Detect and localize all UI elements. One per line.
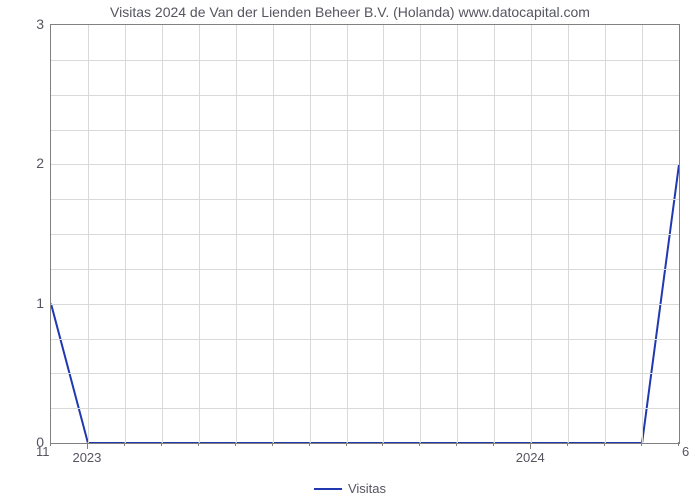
legend-label: Visitas (348, 481, 386, 496)
gridline-horizontal (51, 199, 679, 200)
plot-area (50, 24, 680, 444)
gridline-horizontal (51, 95, 679, 96)
x-tick-mark-minor (382, 442, 383, 446)
chart-container: Visitas 2024 de Van der Lienden Beheer B… (0, 0, 700, 500)
y-tick-label: 2 (24, 155, 44, 171)
x-tick-mark-minor (235, 442, 236, 446)
x-tick-mark-minor (198, 442, 199, 446)
x-tick-mark-minor (124, 442, 125, 446)
x-tick-mark-minor (346, 442, 347, 446)
gridline-horizontal-major (51, 164, 679, 165)
x-tick-mark-minor (161, 442, 162, 446)
x-tick-mark-minor (493, 442, 494, 446)
x-corner-right: 6 (682, 444, 689, 459)
x-tick-mark-minor (50, 442, 51, 446)
legend-swatch-icon (314, 488, 342, 490)
chart-title: Visitas 2024 de Van der Lienden Beheer B… (0, 4, 700, 20)
x-tick-mark-major (530, 442, 531, 449)
x-corner-left: 11 (36, 444, 50, 459)
gridline-horizontal (51, 234, 679, 235)
x-tick-label-major: 2024 (516, 450, 545, 465)
x-tick-mark-minor (419, 442, 420, 446)
x-tick-mark-minor (604, 442, 605, 446)
gridline-horizontal-major (51, 304, 679, 305)
gridline-horizontal (51, 339, 679, 340)
gridline-horizontal (51, 269, 679, 270)
x-tick-mark-minor (567, 442, 568, 446)
gridline-horizontal (51, 373, 679, 374)
x-tick-mark-minor (272, 442, 273, 446)
x-tick-label-major: 2023 (72, 450, 101, 465)
gridline-horizontal (51, 60, 679, 61)
gridline-horizontal (51, 130, 679, 131)
x-tick-mark-major (87, 442, 88, 449)
x-tick-mark-minor (456, 442, 457, 446)
y-tick-label: 1 (24, 295, 44, 311)
legend: Visitas (0, 481, 700, 496)
x-tick-mark-minor (309, 442, 310, 446)
x-tick-mark-minor (678, 442, 679, 446)
gridline-horizontal (51, 408, 679, 409)
x-tick-mark-minor (641, 442, 642, 446)
y-tick-label: 3 (24, 16, 44, 32)
